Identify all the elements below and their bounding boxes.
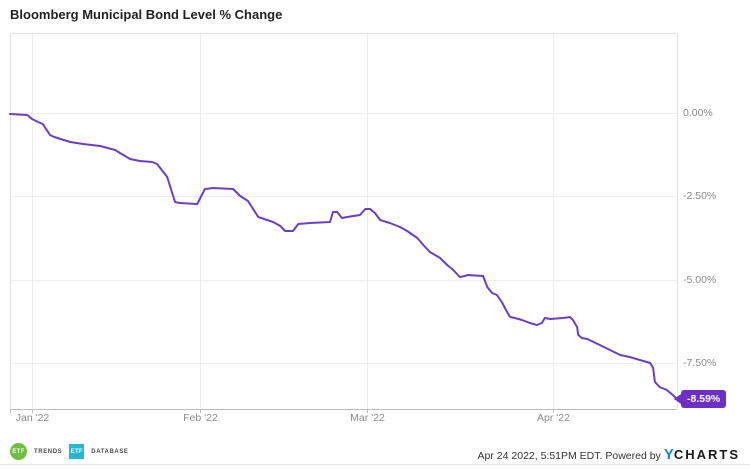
etf-trends-icon-text: ETF bbox=[12, 448, 25, 455]
timestamp: Apr 24 2022, 5:51PM EDT. Powered by bbox=[477, 450, 661, 462]
y-axis-label: -2.50% bbox=[683, 189, 717, 202]
x-axis-label: Jan '22 bbox=[15, 412, 50, 424]
etf-trends-icon[interactable]: ETF bbox=[10, 443, 27, 460]
chart-title: Bloomberg Municipal Bond Level % Change bbox=[10, 7, 283, 22]
etf-database-icon-text: ETF bbox=[70, 448, 83, 455]
footer-divider bbox=[0, 464, 750, 465]
x-axis-label: Mar '22 bbox=[350, 412, 385, 424]
last-value-badge: -8.59% bbox=[673, 390, 727, 408]
x-axis-label: Apr '22 bbox=[537, 412, 570, 424]
y-axis-label: 0.00% bbox=[683, 106, 713, 119]
data-line bbox=[8, 113, 678, 401]
y-axis-label: -7.50% bbox=[683, 356, 717, 369]
y-axis-label: -5.00% bbox=[683, 273, 717, 286]
x-axis-label: Feb '22 bbox=[183, 412, 218, 424]
last-value-label: -8.59% bbox=[687, 393, 721, 405]
ycharts-logo[interactable]: Y bbox=[663, 446, 674, 463]
line-chart bbox=[8, 33, 678, 413]
etf-database-label: DATABASE bbox=[91, 448, 129, 455]
etf-trends-label: TRENDS bbox=[34, 448, 63, 455]
footer-attribution: Apr 24 2022, 5:51PM EDT. Powered by Y CH… bbox=[478, 446, 740, 463]
ycharts-logo-text: CHARTS bbox=[673, 447, 740, 462]
footer-logos: ETF TRENDS ETF DATABASE bbox=[10, 443, 129, 460]
etf-database-icon[interactable]: ETF bbox=[69, 444, 85, 459]
